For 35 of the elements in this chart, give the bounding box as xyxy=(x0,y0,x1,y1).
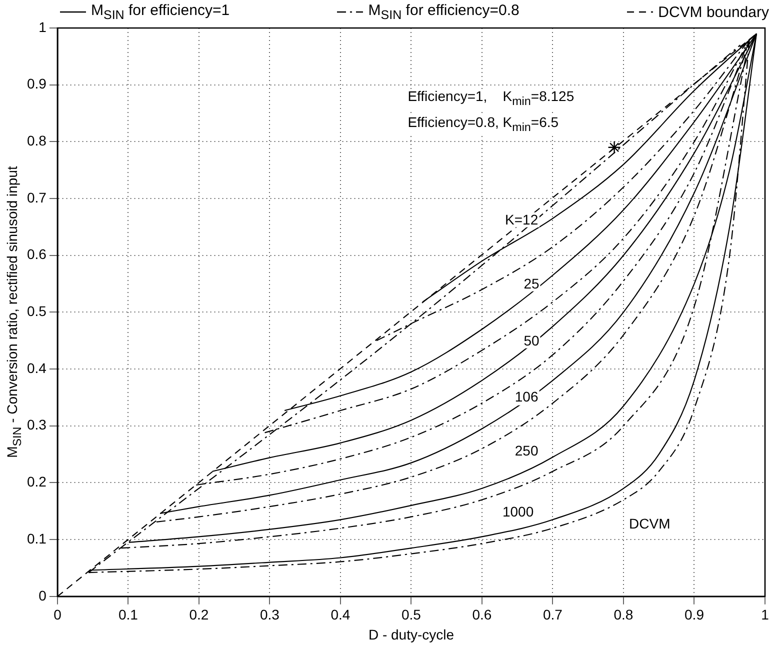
y-tick-label: 0.9 xyxy=(26,76,47,92)
x-tick-label: 1 xyxy=(761,606,770,623)
legend-label: M$_{SIN}$ for efficiency=1 xyxy=(91,2,230,22)
x-tick-label: 0.9 xyxy=(684,606,704,623)
y-tick-label: 0.5 xyxy=(26,303,47,320)
x-axis-title: D - duty-cycle xyxy=(368,626,454,642)
y-tick-label: 1 xyxy=(38,18,47,35)
annotation: 25 xyxy=(522,275,540,292)
y-tick-label: 0.3 xyxy=(26,416,47,433)
x-tick-label: 0.4 xyxy=(330,606,350,623)
y-tick-label: 0.6 xyxy=(26,246,47,262)
annotation: 250 xyxy=(514,442,540,460)
annotation: 106 xyxy=(514,388,540,406)
legend-label: DCVM boundary xyxy=(658,4,769,20)
x-tick-label: 0.2 xyxy=(189,606,209,623)
x-tick-label: 0.1 xyxy=(118,606,138,623)
y-tick-label: 0.8 xyxy=(26,132,47,149)
y-tick-label: 0.1 xyxy=(26,530,47,546)
y-tick-label: 0.7 xyxy=(26,189,47,206)
y-tick-label: 0 xyxy=(38,587,47,604)
annotation: 1000 xyxy=(501,503,535,520)
x-tick-label: 0.5 xyxy=(401,606,422,623)
annotation: 50 xyxy=(522,332,540,348)
annotation: K=12 xyxy=(504,210,540,228)
x-tick-label: 0 xyxy=(54,606,62,623)
annotation: Efficiency=0.8, K$_{min}$=6.5 xyxy=(408,114,559,134)
y-tick-label: 0.2 xyxy=(26,474,47,490)
annotation: DCVM xyxy=(628,514,672,532)
x-tick-label: 0.7 xyxy=(543,606,563,623)
x-tick-label: 0.8 xyxy=(614,606,634,623)
y-tick-label: 0.4 xyxy=(26,360,47,376)
annotation: Efficiency=1, K$_{min}$=8.125 xyxy=(408,88,574,109)
legend-label: M$_{SIN}$ for efficiency=0.8 xyxy=(368,2,520,22)
x-tick-label: 0.3 xyxy=(260,606,280,623)
x-tick-label: 0.6 xyxy=(472,606,492,623)
